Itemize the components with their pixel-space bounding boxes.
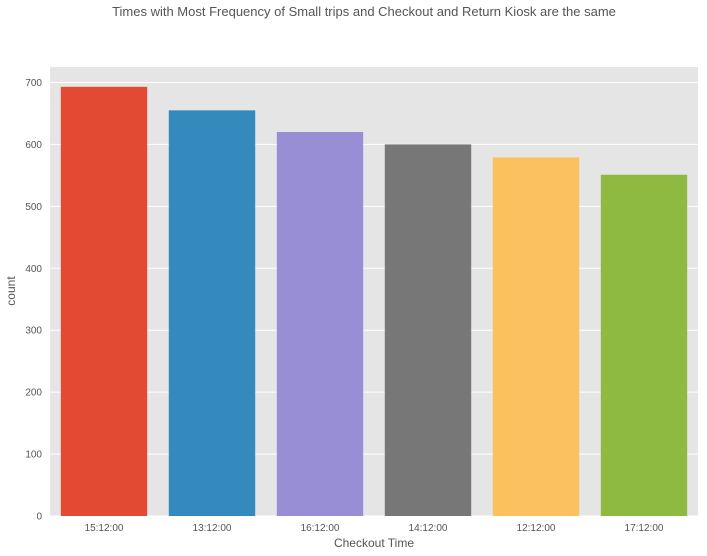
x-tick-label: 15:12:00: [85, 523, 124, 534]
bar-17-12-00: [600, 174, 688, 516]
y-axis-label: count: [4, 276, 18, 306]
x-tick-label: 14:12:00: [409, 523, 448, 534]
gridlines: [50, 81, 698, 517]
bar-13-12-00: [168, 110, 256, 517]
y-tick-label: 100: [25, 450, 42, 461]
chart-title: Times with Most Frequency of Small trips…: [112, 4, 616, 19]
y-tick-label: 200: [25, 388, 42, 399]
y-tick-label: 0: [36, 512, 42, 523]
plot-background: [50, 67, 698, 516]
bar-16-12-00: [276, 132, 364, 516]
bars: [60, 86, 688, 517]
y-tick-labels: 0 100 200 300 400 500 600 700: [25, 78, 42, 523]
y-tick-label: 500: [25, 202, 42, 213]
x-tick-label: 13:12:00: [193, 523, 232, 534]
bar-12-12-00: [492, 157, 580, 516]
y-tick-label: 700: [25, 78, 42, 89]
y-tick-label: 400: [25, 264, 42, 275]
x-tick-label: 12:12:00: [517, 523, 556, 534]
x-tick-labels: 15:12:00 13:12:00 16:12:00 14:12:00 12:12:00…: [85, 523, 664, 534]
bar-15-12-00: [60, 86, 148, 516]
y-tick-label: 600: [25, 140, 42, 151]
x-tick-label: 17:12:00: [625, 523, 664, 534]
x-tick-label: 16:12:00: [301, 523, 340, 534]
bar-14-12-00: [384, 144, 472, 516]
y-tick-label: 300: [25, 326, 42, 337]
x-axis-label: Checkout Time: [334, 536, 414, 550]
